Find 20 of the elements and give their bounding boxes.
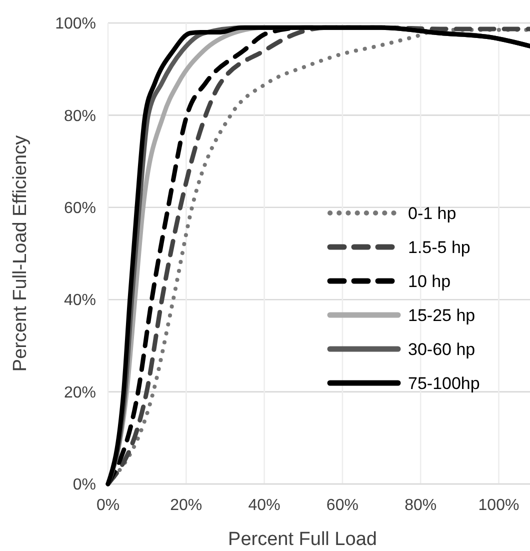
x-tick-label: 60%	[326, 497, 358, 514]
legend-label: 75-100hp	[408, 374, 480, 393]
legend-label: 10 hp	[408, 272, 451, 291]
legend-label: 1.5-5 hp	[408, 238, 470, 257]
x-tick-label: 0%	[96, 497, 120, 514]
y-axis-title: Percent Full-Load Efficiency	[10, 134, 31, 372]
x-tick-label: 80%	[404, 497, 437, 514]
x-tick-label: 20%	[170, 497, 202, 514]
x-tick-label: 40%	[248, 497, 280, 514]
x-axis-title: Percent Full Load	[228, 529, 377, 550]
y-tick-label: 40%	[64, 292, 96, 310]
legend-label: 15-25 hp	[408, 306, 476, 325]
legend-label: 0-1 hp	[408, 204, 456, 223]
y-tick-label: 20%	[64, 384, 96, 402]
y-tick-label: 0%	[72, 476, 96, 494]
legend-label: 30-60 hp	[408, 340, 476, 359]
y-tick-label: 100%	[55, 16, 96, 33]
x-tick-label: 100%	[478, 497, 520, 514]
y-tick-label: 80%	[64, 108, 96, 125]
y-tick-label: 60%	[64, 200, 96, 217]
